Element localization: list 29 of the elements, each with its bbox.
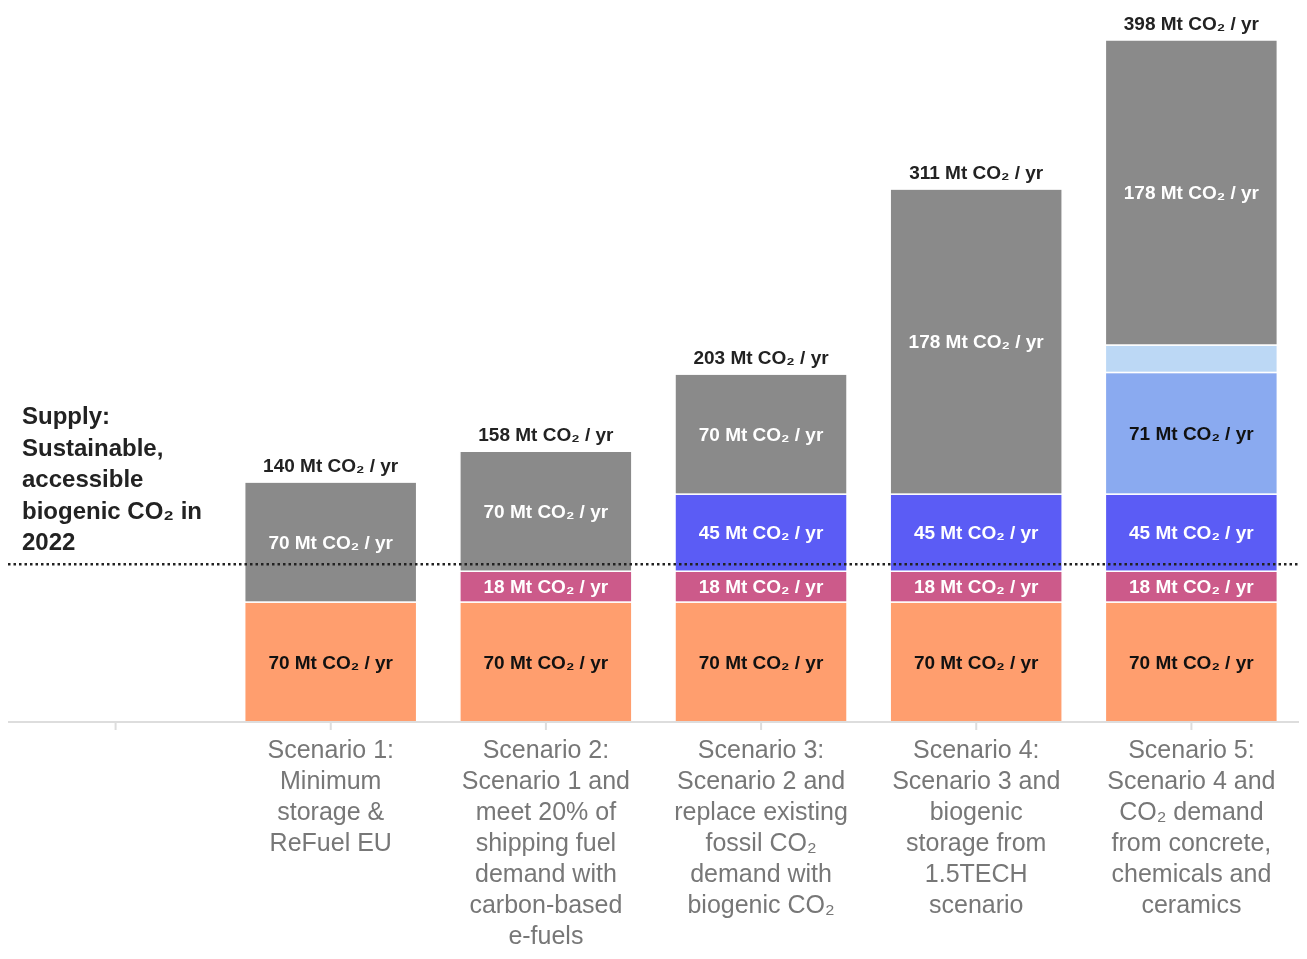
data-label: 45 Mt CO₂ / yr [913, 522, 1040, 544]
data-label: 70 Mt CO₂ / yr [698, 423, 824, 445]
data-label: 71 Mt CO₂ / yr [1129, 422, 1255, 444]
data-label: 70 Mt CO₂ / yr [698, 651, 824, 673]
data-label: 178 Mt CO₂ / yr [908, 331, 1045, 353]
x-tick-label: Scenario 3: Scenario 2 and replace existing fossil CO₂ demand with biogenic CO₂ [674, 735, 848, 918]
data-label: 70 Mt CO₂ / yr [483, 500, 609, 522]
data-label: 18 Mt CO₂ / yr [913, 576, 1040, 598]
total-label: 158 Mt CO₂ / yr [478, 424, 615, 446]
data-label: 70 Mt CO₂ / yr [1129, 651, 1255, 673]
data-label: 18 Mt CO₂ / yr [483, 576, 609, 598]
total-label: 203 Mt CO₂ / yr [693, 347, 830, 369]
data-label: 18 Mt CO₂ / yr [698, 576, 824, 598]
data-label: 45 Mt CO₂ / yr [1129, 522, 1255, 544]
total-label: 398 Mt CO₂ / yr [1123, 13, 1260, 34]
x-tick-label: Scenario 1: Minimum storage & ReFuel EU [267, 735, 394, 856]
x-tick-label: Scenario 2: Scenario 1 and meet 20% of shipping fuel demand with carbon-based e-fuels [461, 735, 631, 949]
data-label: 45 Mt CO₂ / yr [698, 522, 824, 544]
data-label: 18 Mt CO₂ / yr [1129, 576, 1255, 598]
data-label: 70 Mt CO₂ / yr [913, 651, 1040, 673]
x-tick-label: Scenario 4: Scenario 3 and biogenic storage from 1.5TECH scenario [892, 735, 1061, 918]
data-label: 70 Mt CO₂ / yr [483, 651, 609, 673]
x-tick-label: Scenario 5: Scenario 4 and CO₂ demand from concrete, chemicals and ceramics [1107, 735, 1276, 918]
total-label: 311 Mt CO₂ / yr [909, 162, 1044, 184]
data-label: 70 Mt CO₂ / yr [268, 651, 394, 673]
data-label: 70 Mt CO₂ / yr [268, 531, 394, 553]
total-label: 140 Mt CO₂ / yr [263, 455, 399, 477]
ref-line-label: Supply: Sustainable, accessible biogenic CO₂ in 2022 [22, 402, 202, 556]
data-label: 178 Mt CO₂ / yr [1123, 182, 1260, 204]
